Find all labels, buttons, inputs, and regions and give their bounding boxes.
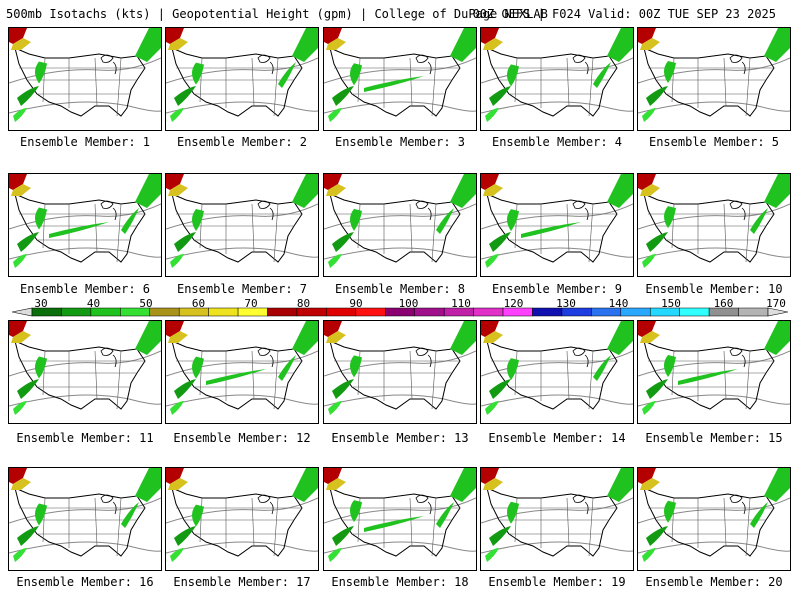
ensemble-map-panel — [323, 320, 477, 424]
ensemble-map-panel — [480, 467, 634, 571]
ensemble-member-label: Ensemble Member: 15 — [645, 431, 783, 445]
ensemble-map-panel — [480, 173, 634, 277]
ensemble-map-panel — [165, 320, 319, 424]
colorbar-tick-label: 30 — [34, 297, 48, 310]
ensemble-map-panel — [637, 320, 791, 424]
ensemble-map-panel — [8, 27, 162, 131]
colorbar-tick-label: 110 — [451, 297, 471, 310]
colorbar-high-arrow — [767, 307, 788, 317]
ensemble-map-panel — [637, 173, 791, 277]
ensemble-member-label: Ensemble Member: 17 — [173, 575, 311, 589]
run-valid-info: 00Z GEFS | F024 Valid: 00Z TUE SEP 23 20… — [472, 7, 776, 21]
ensemble-member-label: Ensemble Member: 6 — [19, 282, 151, 296]
ensemble-map-panel — [8, 173, 162, 277]
colorbar-tick-label: 90 — [349, 297, 363, 310]
ensemble-member-label: Ensemble Member: 5 — [648, 135, 780, 149]
colorbar-swatch — [473, 307, 504, 317]
ensemble-member-label: Ensemble Member: 13 — [331, 431, 469, 445]
ensemble-member-label: Ensemble Member: 2 — [176, 135, 308, 149]
ensemble-member-label: Ensemble Member: 11 — [16, 431, 154, 445]
colorbar-low-arrow — [12, 307, 33, 317]
wind-speed-colorbar — [12, 307, 788, 317]
colorbar-tick-label: 150 — [661, 297, 681, 310]
colorbar-tick-label: 70 — [244, 297, 258, 310]
ensemble-member-label: Ensemble Member: 18 — [331, 575, 469, 589]
colorbar-swatch — [149, 307, 180, 317]
ensemble-map-panel — [480, 27, 634, 131]
ensemble-member-label: Ensemble Member: 4 — [491, 135, 623, 149]
colorbar-swatch — [414, 307, 445, 317]
colorbar-swatch — [267, 307, 298, 317]
ensemble-map-panel — [637, 467, 791, 571]
colorbar-tick-label: 130 — [556, 297, 576, 310]
colorbar-tick-label: 40 — [86, 297, 101, 310]
colorbar-tick-label: 160 — [713, 297, 734, 310]
ensemble-map-panel — [8, 467, 162, 571]
ensemble-map-panel — [637, 27, 791, 131]
colorbar-tick-label: 170 — [766, 297, 786, 310]
chart-title: 500mb Isotachs (kts) | Geopotential Heig… — [6, 7, 548, 21]
ensemble-map-panel — [323, 173, 477, 277]
ensemble-map-panel — [323, 467, 477, 571]
ensemble-member-label: Ensemble Member: 19 — [488, 575, 626, 589]
colorbar-tick-label: 60 — [191, 297, 206, 310]
ensemble-map-panel — [165, 27, 319, 131]
colorbar-tick-label: 50 — [139, 297, 153, 310]
ensemble-member-label: Ensemble Member: 14 — [488, 431, 626, 445]
ensemble-member-label: Ensemble Member: 12 — [173, 431, 311, 445]
ensemble-member-label: Ensemble Member: 20 — [645, 575, 783, 589]
ensemble-map-panel — [323, 27, 477, 131]
ensemble-member-label: Ensemble Member: 10 — [645, 282, 783, 296]
ensemble-member-label: Ensemble Member: 16 — [16, 575, 154, 589]
ensemble-map-panel — [165, 173, 319, 277]
ensemble-member-label: Ensemble Member: 3 — [334, 135, 466, 149]
ensemble-member-label: Ensemble Member: 7 — [176, 282, 308, 296]
colorbar-tick-label: 140 — [608, 297, 629, 310]
colorbar-tick-label: 120 — [503, 297, 524, 310]
colorbar-swatch — [738, 307, 769, 317]
ensemble-member-label: Ensemble Member: 8 — [334, 282, 466, 296]
ensemble-map-panel — [8, 320, 162, 424]
ensemble-map-panel — [480, 320, 634, 424]
ensemble-member-label: Ensemble Member: 1 — [19, 135, 151, 149]
colorbar-swatch — [679, 307, 710, 317]
colorbar-swatch — [208, 307, 239, 317]
colorbar-tick-label: 80 — [296, 297, 311, 310]
colorbar-tick-label: 100 — [398, 297, 419, 310]
ensemble-member-label: Ensemble Member: 9 — [491, 282, 623, 296]
ensemble-map-panel — [165, 467, 319, 571]
